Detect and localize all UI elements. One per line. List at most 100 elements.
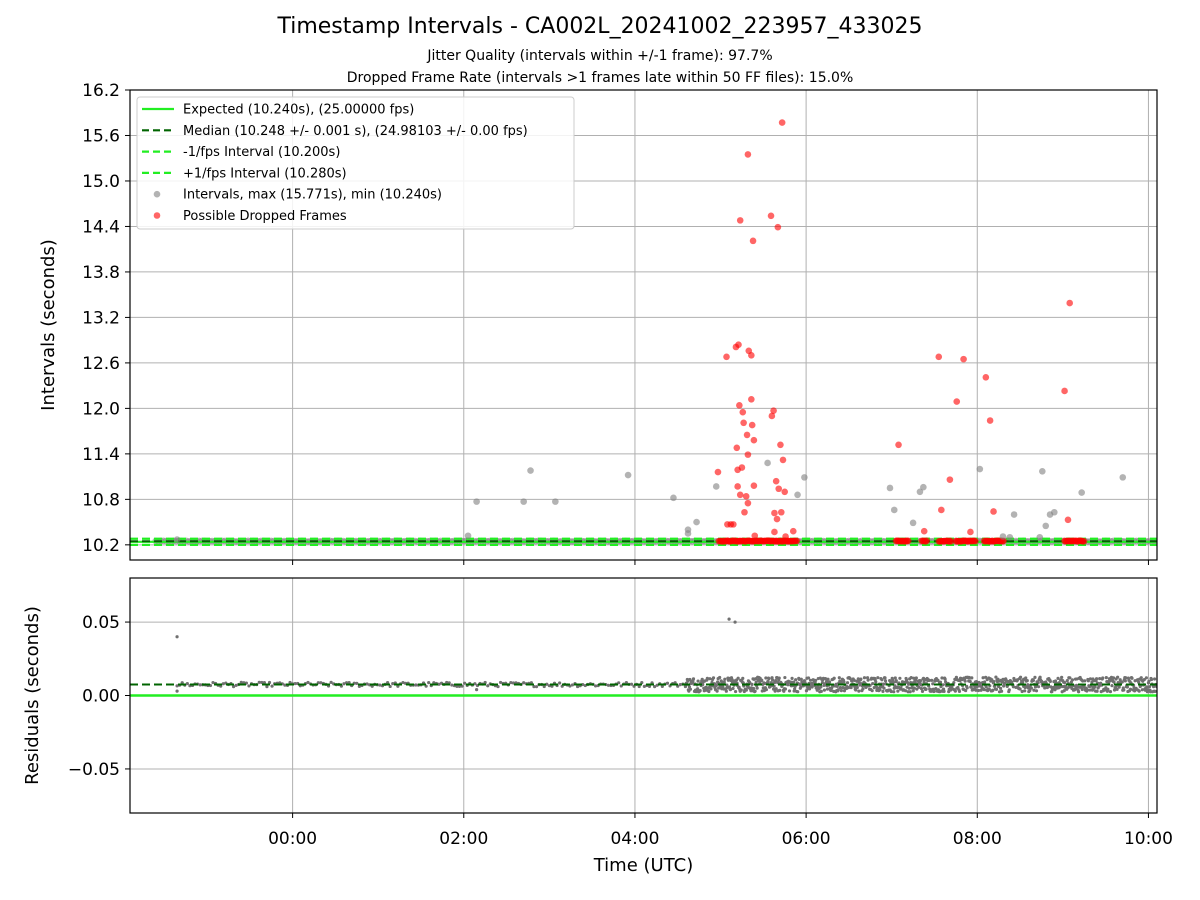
dropped-frame-point <box>723 353 730 361</box>
residual-point <box>793 687 797 691</box>
residual-point <box>1112 680 1116 684</box>
residual-point <box>852 678 856 682</box>
residual-point <box>794 678 798 682</box>
residual-point <box>822 688 827 692</box>
residual-point <box>715 689 719 693</box>
dropped-frame-point <box>986 417 994 424</box>
residual-point <box>698 688 702 693</box>
residual-point <box>932 689 936 693</box>
residual-point <box>770 678 775 682</box>
jitter-quality-subtitle: Jitter Quality (intervals within +/-1 fr… <box>427 48 773 64</box>
residual-point <box>896 689 900 693</box>
residual-point <box>909 675 913 680</box>
residual-point <box>892 686 896 690</box>
residual-point <box>750 682 754 686</box>
intervals-panel: 10.2 10.8 11.4 12.0 12.6 13.2 13.8 14.4 15.0 15.6… <box>38 81 1158 565</box>
residual-point <box>855 685 859 690</box>
residual-point <box>990 678 994 682</box>
interval-point <box>552 498 559 505</box>
residual-point <box>1011 685 1015 689</box>
residual-point <box>355 681 359 685</box>
residual-point <box>1025 679 1029 683</box>
residual-point <box>1108 690 1113 694</box>
residual-point <box>736 676 740 680</box>
residual-point <box>624 680 628 685</box>
residual-point <box>344 681 349 685</box>
y-tick-label: −0.05 <box>68 760 120 780</box>
residual-point <box>1029 686 1033 690</box>
residual-point <box>678 683 682 687</box>
residual-point <box>996 677 1000 681</box>
residual-point <box>907 686 911 690</box>
dropped-frame-point <box>895 441 902 449</box>
residual-point <box>231 685 236 689</box>
residual-point <box>842 680 846 684</box>
residual-point <box>920 689 925 693</box>
residual-point <box>288 680 292 685</box>
residual-point <box>1124 676 1128 680</box>
residual-point <box>457 684 462 688</box>
residual-point <box>892 690 896 694</box>
residual-point <box>823 676 828 681</box>
y-tick-label: 10.2 <box>82 536 120 556</box>
residual-point <box>942 689 946 693</box>
axes-frame <box>129 89 1158 561</box>
residual-point <box>700 677 704 681</box>
residual-point <box>751 686 756 691</box>
y-tick-label: 12.0 <box>82 399 120 419</box>
interval-point <box>1039 468 1046 475</box>
residual-point <box>739 688 743 692</box>
residual-point <box>722 680 726 684</box>
residual-point <box>1122 688 1126 692</box>
residual-point <box>970 676 974 680</box>
interval-point <box>916 488 924 496</box>
interval-point <box>764 459 771 467</box>
residual-point <box>1048 679 1052 683</box>
residual-point <box>283 683 287 687</box>
residual-point <box>473 682 477 686</box>
dropped-frame-point <box>749 237 757 245</box>
interval-point <box>909 519 917 527</box>
residual-point <box>653 685 657 689</box>
dropped-frame-point <box>1080 538 1088 545</box>
residual-point <box>1060 675 1064 679</box>
dropped-frame-point <box>750 482 758 490</box>
residual-point <box>1139 676 1143 680</box>
residual-point <box>756 678 760 682</box>
residual-point <box>744 688 748 692</box>
residual-point <box>924 687 928 691</box>
plot-area <box>130 617 1157 697</box>
dropped-frame-point <box>734 483 741 490</box>
residual-point <box>414 683 418 687</box>
residual-point <box>718 675 722 680</box>
residual-point <box>839 689 843 693</box>
residual-point <box>498 680 503 685</box>
residual-point <box>1065 679 1069 683</box>
residual-point <box>783 675 787 680</box>
dropped-frame-point <box>751 532 759 540</box>
residual-point <box>1034 689 1039 693</box>
residual-point <box>861 687 865 691</box>
interval-point <box>1036 533 1044 541</box>
y-axis-label: Residuals (seconds) <box>22 606 43 785</box>
residual-point <box>898 676 902 680</box>
dropped-frame-point <box>738 464 746 471</box>
legend-label: -1/fps Interval (10.200s) <box>183 145 340 160</box>
residual-point <box>401 680 405 685</box>
residual-point <box>802 679 806 683</box>
residual-point <box>1031 678 1036 683</box>
dropped-frame-point <box>777 441 784 449</box>
residual-point <box>437 682 441 686</box>
interval-point <box>1078 489 1085 496</box>
residual-point <box>994 687 999 691</box>
residual-point <box>234 683 238 687</box>
dropped-frame-point <box>967 528 974 536</box>
residual-point <box>1077 690 1081 694</box>
interval-point <box>473 498 480 505</box>
residual-point <box>984 675 988 679</box>
residual-point <box>175 689 179 693</box>
residual-point <box>1144 676 1148 680</box>
x-tick-label: 02:00 <box>439 829 488 849</box>
legend-marker <box>153 212 161 219</box>
